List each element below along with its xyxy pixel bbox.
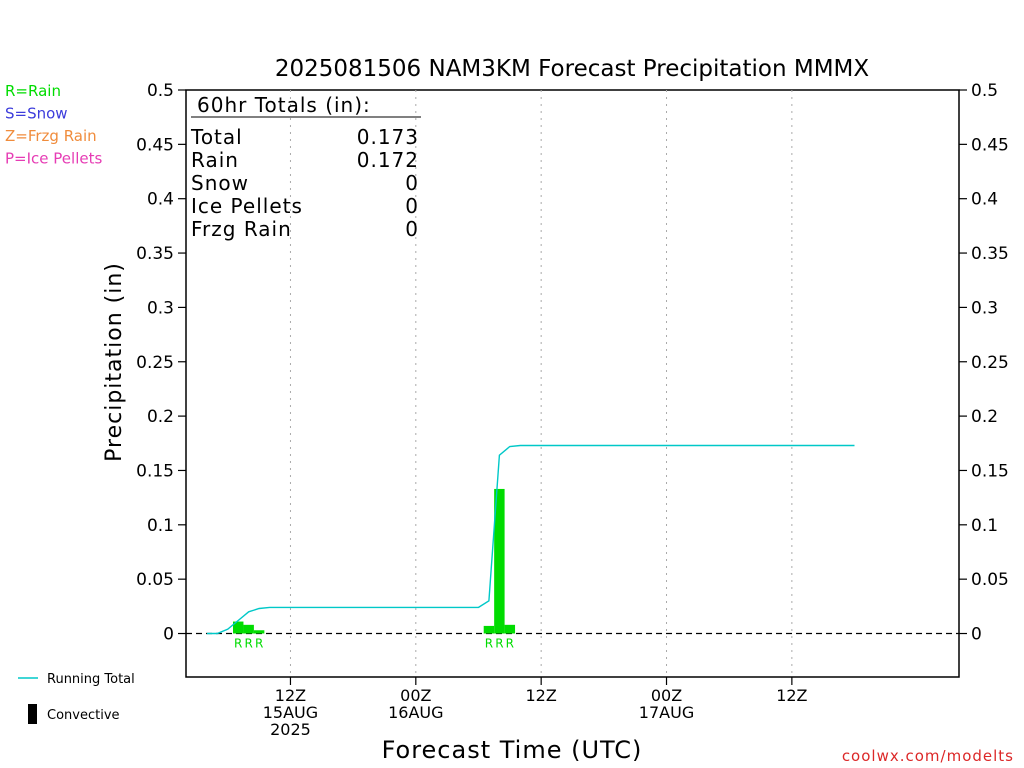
y-tick-label-left: 0.35 bbox=[136, 244, 174, 264]
x-axis-label: Forecast Time (UTC) bbox=[382, 736, 643, 764]
precip-type-marker: R bbox=[495, 637, 503, 651]
legend-bar-swatch bbox=[28, 704, 37, 724]
y-tick-label-right: 0.4 bbox=[971, 190, 998, 210]
totals-row-value: 0 bbox=[405, 171, 419, 195]
rain-bar bbox=[504, 624, 516, 634]
totals-row-label: Rain bbox=[191, 148, 239, 172]
legend-label: Running Total bbox=[47, 672, 135, 687]
y-tick-label-left: 0 bbox=[163, 625, 174, 645]
y-tick-label-left: 0.15 bbox=[136, 461, 174, 481]
y-tick-label-right: 0.35 bbox=[971, 244, 1009, 264]
rain-bar bbox=[243, 624, 254, 634]
y-tick-label-left: 0.3 bbox=[147, 298, 174, 318]
x-tick-label: 00Z bbox=[400, 686, 431, 705]
y-tick-label-right: 0 bbox=[971, 625, 982, 645]
precip-type-marker: R bbox=[234, 637, 242, 651]
precip-type-marker: R bbox=[255, 637, 263, 651]
x-tick-label: 12Z bbox=[776, 686, 807, 705]
series-legend: Running Total Convective bbox=[18, 672, 135, 724]
rain-bar bbox=[483, 625, 495, 634]
plot-frame bbox=[185, 89, 960, 678]
y-tick-label-left: 0.45 bbox=[136, 135, 174, 155]
rain-bar bbox=[233, 621, 244, 634]
running-total-line bbox=[206, 444, 855, 635]
legend-label: Convective bbox=[47, 708, 120, 723]
y-tick-label-right: 0.2 bbox=[971, 407, 998, 427]
y-tick-label-right: 0.1 bbox=[971, 516, 998, 536]
rain-bar bbox=[253, 630, 265, 634]
x-tick-label: 12Z bbox=[275, 686, 306, 705]
precip-type-marker: R bbox=[245, 637, 253, 651]
y-tick-label-right: 0.5 bbox=[971, 81, 998, 101]
y-tick-label-right: 0.25 bbox=[971, 353, 1009, 373]
rain-bar bbox=[494, 488, 505, 634]
totals-heading: 60hr Totals (in): bbox=[197, 93, 371, 117]
chart-title: 2025081506 NAM3KM Forecast Precipitation… bbox=[275, 56, 870, 82]
totals-row-value: 0 bbox=[405, 194, 419, 218]
totals-row-label: Snow bbox=[191, 171, 249, 195]
precip-type-marker: R bbox=[485, 637, 493, 651]
x-tick-label: 00Z bbox=[651, 686, 682, 705]
type-legend-item: S=Snow bbox=[5, 105, 68, 123]
rain-bars bbox=[233, 488, 516, 634]
grid-lines bbox=[186, 90, 959, 677]
y-tick-label-left: 0.2 bbox=[147, 407, 174, 427]
totals-row-value: 0.172 bbox=[357, 148, 419, 172]
y-tick-label-left: 0.25 bbox=[136, 353, 174, 373]
y-tick-label-left: 0.1 bbox=[147, 516, 174, 536]
credit-text: coolwx.com/modelts bbox=[842, 747, 1014, 765]
x-tick-label: 17AUG bbox=[639, 703, 694, 722]
x-tick-label: 2025 bbox=[270, 720, 311, 739]
x-tick-label: 16AUG bbox=[388, 703, 443, 722]
y-tick-label-left: 0.4 bbox=[147, 190, 174, 210]
precip-type-marker: R bbox=[506, 637, 514, 651]
totals-row-label: Ice Pellets bbox=[191, 194, 303, 218]
totals-row-label: Frzg Rain bbox=[191, 217, 292, 241]
y-tick-label-right: 0.45 bbox=[971, 135, 1009, 155]
y-axis-ticks: 0 00.05 0.050.1 0.10.15 0.150.2 0.20.25 0.250.… bbox=[136, 81, 1009, 645]
x-tick-label: 12Z bbox=[525, 686, 556, 705]
running-total-polyline bbox=[206, 444, 855, 635]
y-tick-label-left: 0.05 bbox=[136, 570, 174, 590]
y-tick-label-right: 0.15 bbox=[971, 461, 1009, 481]
type-legend-item: P=Ice Pellets bbox=[5, 150, 102, 168]
type-legend-item: Z=Frzg Rain bbox=[5, 127, 97, 145]
totals-row-value: 0 bbox=[405, 217, 419, 241]
totals-row-value: 0.173 bbox=[357, 125, 419, 149]
totals-box: 60hr Totals (in): Total 0.173 Rain 0.172 Sno… bbox=[190, 93, 421, 241]
x-tick-label: 15AUG bbox=[263, 703, 318, 722]
y-tick-label-left: 0.5 bbox=[147, 81, 174, 101]
y-tick-label-right: 0.3 bbox=[971, 298, 998, 318]
y-axis-label: Precipitation (in) bbox=[102, 262, 127, 462]
precip-type-legend: R=Rain S=Snow Z=Frzg Rain P=Ice Pellets bbox=[5, 82, 102, 168]
y-tick-label-right: 0.05 bbox=[971, 570, 1009, 590]
type-legend-item: R=Rain bbox=[5, 82, 61, 100]
totals-row-label: Total bbox=[190, 125, 243, 149]
